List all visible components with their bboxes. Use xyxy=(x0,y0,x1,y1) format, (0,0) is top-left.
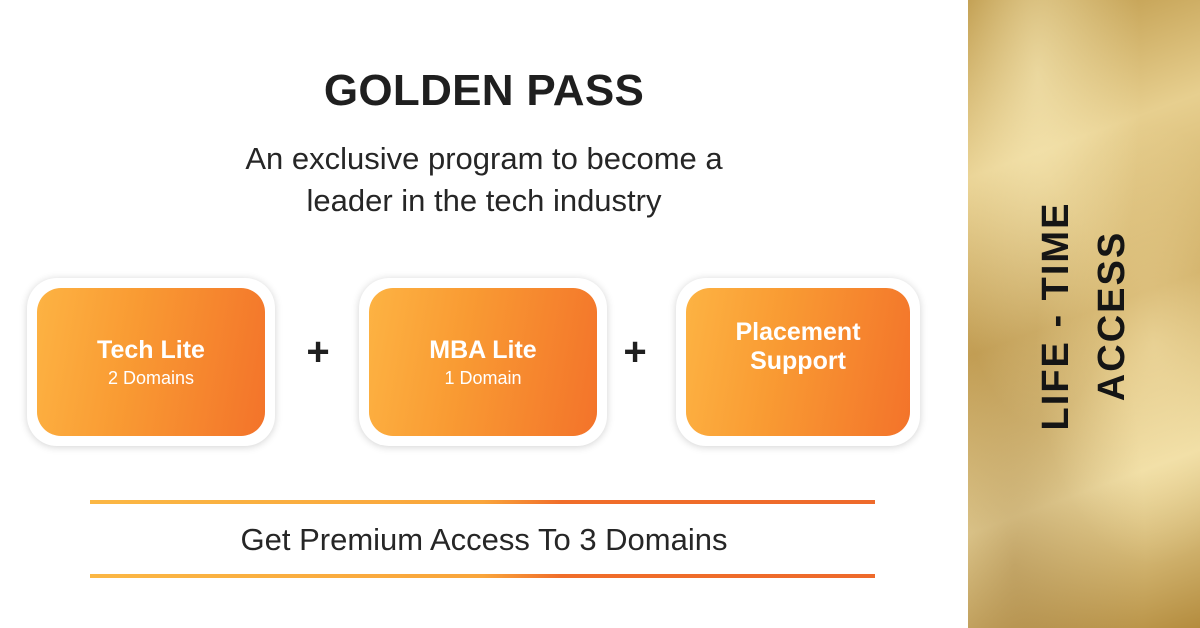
lifetime-access-line-1: LIFE - TIME xyxy=(1035,201,1077,431)
card-subtitle: 1 Domain xyxy=(444,367,522,388)
divider-bottom xyxy=(90,574,875,578)
card-tech-lite-inner: Tech Lite 2 Domains xyxy=(37,288,265,436)
subtitle-line-2: leader in the tech industry xyxy=(306,183,662,218)
lifetime-access-line-2: ACCESS xyxy=(1091,230,1133,402)
divider-top xyxy=(90,500,875,504)
footer-tagline: Get Premium Access To 3 Domains xyxy=(240,522,728,557)
card-mba-lite-inner: MBA Lite 1 Domain xyxy=(369,288,597,436)
card-subtitle: 2 Domains xyxy=(107,367,195,388)
card-title-line-2: Support xyxy=(750,347,846,375)
card-title-line-1: Placement xyxy=(735,318,861,346)
plus-sign: + xyxy=(306,330,330,374)
page-title: GOLDEN PASS xyxy=(323,66,645,115)
card-title: Tech Lite xyxy=(97,335,205,364)
promo-main-panel: GOLDEN PASS An exclusive program to beco… xyxy=(0,66,968,578)
card-tech-lite: Tech Lite 2 Domains xyxy=(27,278,275,446)
gold-side-panel: LIFE - TIME ACCESS xyxy=(968,0,1200,628)
lifetime-access-label: LIFE - TIME ACCESS xyxy=(1028,202,1140,431)
card-mba-lite: MBA Lite 1 Domain xyxy=(359,278,607,446)
card-title: MBA Lite xyxy=(429,335,537,364)
page-subtitle: An exclusive program to become a leader … xyxy=(0,138,968,222)
plus-sign: + xyxy=(623,330,647,374)
card-placement-support: Placement Support xyxy=(676,278,920,446)
subtitle-line-1: An exclusive program to become a xyxy=(245,141,723,176)
card-placement-support-inner: Placement Support xyxy=(686,288,910,436)
